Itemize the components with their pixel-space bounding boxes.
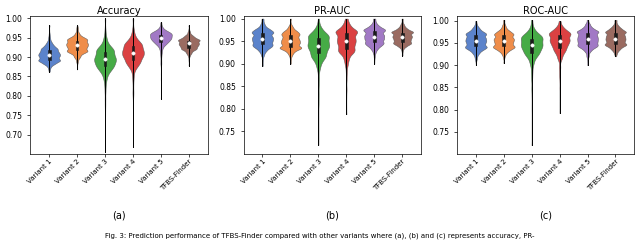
Title: Accuracy: Accuracy	[97, 6, 141, 16]
Bar	[48, 50, 51, 60]
Point	[554, 39, 564, 43]
Point	[527, 43, 537, 47]
Point	[582, 37, 593, 40]
Bar	[373, 31, 376, 42]
Bar	[76, 41, 79, 50]
Title: PR-AUC: PR-AUC	[314, 6, 351, 16]
Bar	[317, 38, 320, 53]
X-axis label: (b): (b)	[325, 211, 339, 221]
Point	[184, 41, 194, 45]
Point	[257, 37, 268, 41]
Point	[369, 35, 380, 39]
Point	[100, 57, 110, 61]
Point	[44, 53, 54, 57]
Bar	[159, 34, 163, 42]
Bar	[188, 41, 190, 48]
Point	[72, 43, 82, 47]
Bar	[289, 35, 292, 47]
Bar	[502, 35, 505, 46]
Bar	[474, 35, 477, 46]
Bar	[586, 33, 589, 44]
Point	[611, 37, 621, 40]
Bar	[614, 33, 617, 44]
Point	[397, 35, 407, 39]
Bar	[401, 33, 404, 42]
Bar	[132, 46, 134, 60]
Point	[499, 39, 509, 43]
Point	[156, 36, 166, 40]
Bar	[104, 52, 106, 66]
Bar	[558, 35, 561, 48]
Point	[285, 39, 296, 43]
X-axis label: (a): (a)	[112, 211, 126, 221]
X-axis label: (c): (c)	[539, 211, 552, 221]
Bar	[345, 33, 348, 49]
Point	[470, 39, 481, 43]
Bar	[531, 40, 533, 53]
Point	[341, 39, 351, 43]
Point	[313, 44, 323, 47]
Text: Fig. 3: Prediction performance of TFBS-Finder compared with other variants where: Fig. 3: Prediction performance of TFBS-F…	[105, 232, 535, 239]
Bar	[261, 33, 264, 44]
Title: ROC-AUC: ROC-AUC	[523, 6, 568, 16]
Point	[128, 51, 138, 55]
